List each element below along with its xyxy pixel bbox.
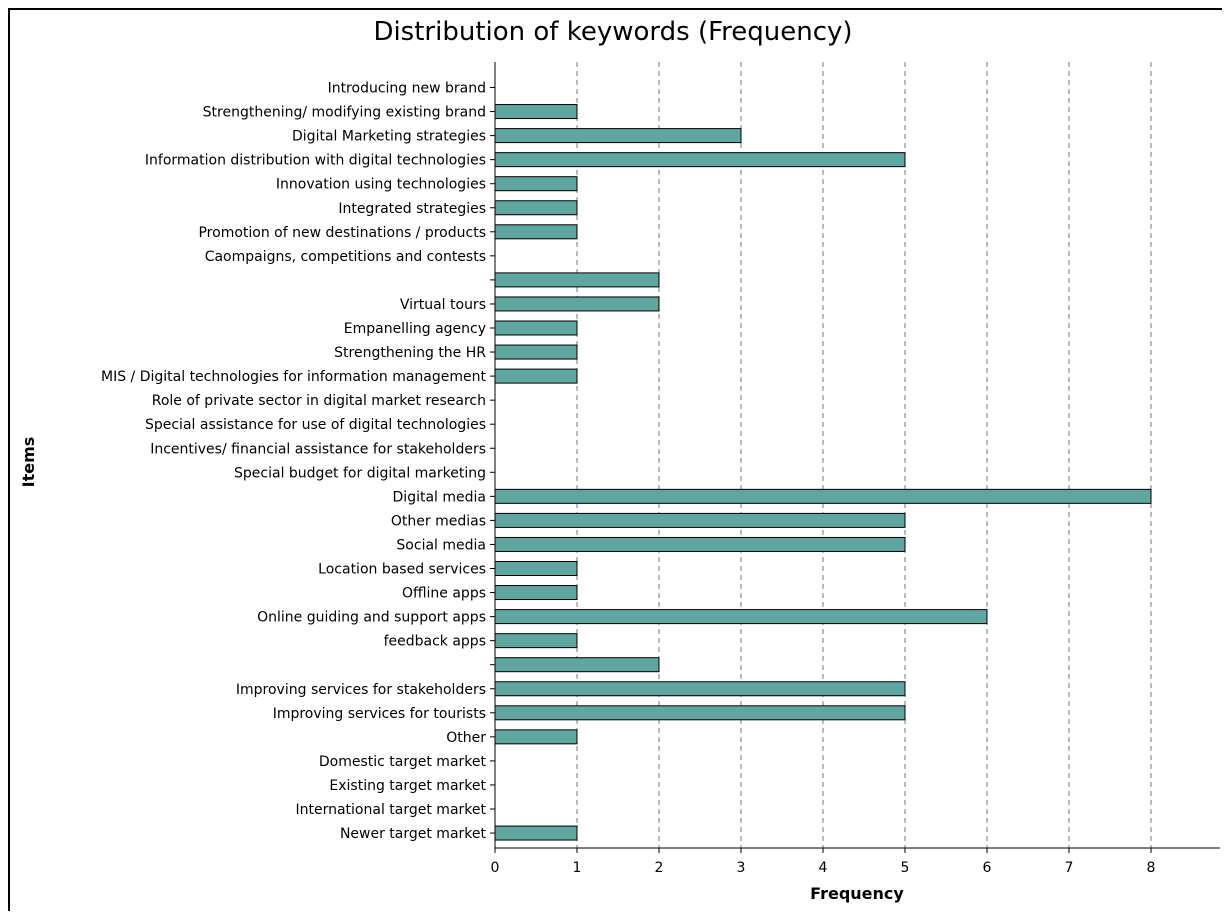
- bar: [494, 104, 578, 120]
- x-tick-label: 6: [983, 860, 992, 876]
- bar: [494, 681, 906, 697]
- category-label: Special assistance for use of digital te…: [145, 417, 486, 433]
- category-label: Information distribution with digital te…: [145, 153, 486, 169]
- category-label: Social media: [396, 537, 486, 553]
- category-label: Introducing new brand: [328, 81, 486, 97]
- bar: [494, 488, 1152, 504]
- bar: [494, 272, 660, 288]
- x-tick-label: 5: [901, 860, 910, 876]
- category-label: Improving services for stakeholders: [236, 682, 486, 698]
- category-label: Promotion of new destinations / products: [198, 225, 486, 241]
- x-tick-label: 8: [1147, 860, 1156, 876]
- bar: [494, 536, 906, 552]
- bar: [494, 561, 578, 576]
- category-label: Strengthening/ modifying existing brand: [203, 105, 486, 121]
- category-label: Improving services for tourists: [273, 706, 486, 722]
- bar: [494, 609, 988, 625]
- x-axis-label: Frequency: [810, 884, 904, 903]
- bar: [494, 320, 578, 336]
- x-tick-label: 3: [737, 860, 746, 876]
- axes: [494, 62, 1220, 849]
- category-label: Digital media: [393, 489, 486, 505]
- category-label: Other: [446, 730, 486, 746]
- bars: [494, 104, 1152, 841]
- x-tick-labels: 0 1 2 3 4 5 6 7 8: [491, 848, 1156, 876]
- category-label: Digital Marketing strategies: [292, 129, 486, 145]
- bar: [494, 368, 578, 384]
- bar: [494, 344, 578, 360]
- category-label: feedback apps: [384, 634, 486, 650]
- category-label: Innovation using technologies: [276, 177, 486, 193]
- bar: [494, 825, 578, 841]
- bar: [494, 176, 578, 192]
- bar: [494, 657, 660, 673]
- bar: [494, 296, 660, 312]
- x-tick-label: 4: [819, 860, 828, 876]
- category-label: International target market: [295, 802, 486, 818]
- category-label: Newer target market: [340, 826, 487, 842]
- x-tick-label: 2: [655, 860, 664, 876]
- category-label: MIS / Digital technologies for informati…: [101, 369, 487, 385]
- category-label: Special budget for digital marketing: [234, 465, 486, 481]
- x-tick-label: 1: [573, 860, 582, 876]
- y-axis-label: Items: [19, 437, 38, 488]
- category-label: Virtual tours: [400, 297, 486, 313]
- bar: [494, 152, 906, 168]
- chart-title: Distribution of keywords (Frequency): [373, 17, 853, 47]
- category-label: Online guiding and support apps: [257, 610, 486, 626]
- bar: [494, 705, 906, 721]
- bar: [494, 729, 578, 745]
- bar: [494, 128, 742, 144]
- x-tick-label: 0: [491, 860, 500, 876]
- category-label: Integrated strategies: [338, 201, 486, 217]
- category-label: Domestic target market: [319, 754, 487, 770]
- category-label: Other medias: [391, 513, 486, 529]
- bar: [494, 224, 578, 240]
- x-tick-label: 7: [1065, 860, 1074, 876]
- category-labels: Introducing new brand Strengthening/ modi…: [101, 81, 495, 842]
- category-label: Location based services: [318, 562, 486, 578]
- category-label: Incentives/ financial assistance for sta…: [150, 441, 486, 457]
- category-label: Caompaigns, competitions and contests: [205, 249, 486, 265]
- bar: [494, 200, 578, 216]
- grid-lines: [576, 62, 1152, 848]
- bar: [494, 585, 578, 601]
- bar: [494, 512, 906, 528]
- category-label: Offline apps: [402, 586, 486, 602]
- bar: [494, 633, 578, 649]
- category-label: Existing target market: [329, 778, 486, 794]
- category-label: Role of private sector in digital market…: [152, 393, 486, 409]
- category-label: Empanelling agency: [344, 321, 486, 337]
- category-label: Strengthening the HR: [334, 345, 486, 361]
